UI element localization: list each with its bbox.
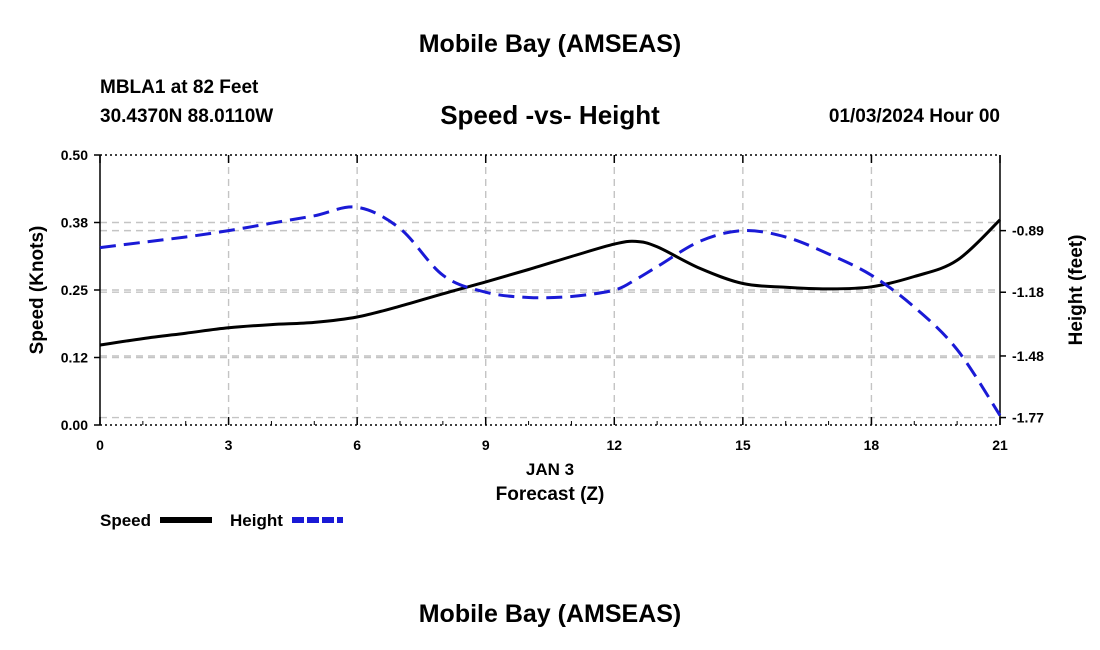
y2-axis-title: Height (feet) bbox=[1066, 235, 1087, 346]
series-line-height bbox=[99, 205, 1002, 417]
legend: Speed Height bbox=[100, 511, 343, 530]
chart-subtitle: Speed -vs- Height bbox=[0, 100, 1100, 131]
x-axis-date-label: JAN 3 bbox=[526, 460, 574, 479]
series-layer bbox=[99, 205, 1002, 417]
y2-tick-label: -1.77 bbox=[1012, 410, 1044, 426]
chart-title-repeat: Mobile Bay (AMSEAS) bbox=[418, 600, 682, 628]
x-tick-label: 21 bbox=[992, 437, 1008, 453]
legend-label-speed: Speed bbox=[100, 511, 151, 530]
grid-layer bbox=[100, 155, 1000, 425]
x-tick-label: 0 bbox=[96, 437, 104, 453]
y-axis-title: Speed (Knots) bbox=[27, 226, 48, 355]
station-label: MBLA1 at 82 Feet bbox=[100, 77, 259, 98]
x-tick-label: 15 bbox=[735, 437, 751, 453]
chart-subtitle-text: Speed -vs- Height bbox=[440, 100, 660, 130]
y-tick-label: 0.25 bbox=[61, 282, 88, 298]
y2-tick-label: -0.89 bbox=[1012, 223, 1044, 239]
axis-layer bbox=[94, 154, 1006, 426]
chart-title: Mobile Bay (AMSEAS) bbox=[418, 30, 682, 58]
x-tick-label: 18 bbox=[864, 437, 880, 453]
y2-tick-label: -1.18 bbox=[1012, 284, 1044, 300]
x-tick-label: 3 bbox=[225, 437, 233, 453]
y-tick-label: 0.00 bbox=[61, 417, 88, 433]
series-line-speed bbox=[99, 218, 1002, 347]
x-tick-label: 12 bbox=[606, 437, 622, 453]
legend-label-height: Height bbox=[230, 511, 283, 530]
station-coordinates: 30.4370N 88.0110W bbox=[100, 106, 274, 127]
label-layer: 0 3 6 9 12 15 18 21 0.00 0.12 0.25 0.38 0.50 -0.89 -1.… bbox=[27, 147, 1087, 505]
y-tick-label: 0.12 bbox=[61, 350, 88, 366]
forecast-datetime: 01/03/2024 Hour 00 bbox=[828, 106, 1000, 127]
y-tick-label: 0.38 bbox=[61, 215, 88, 231]
y-tick-label: 0.50 bbox=[61, 147, 88, 163]
x-tick-label: 9 bbox=[482, 437, 490, 453]
x-axis-title: Forecast (Z) bbox=[496, 484, 605, 505]
y2-tick-label: -1.48 bbox=[1012, 348, 1044, 364]
x-tick-label: 6 bbox=[353, 437, 361, 453]
